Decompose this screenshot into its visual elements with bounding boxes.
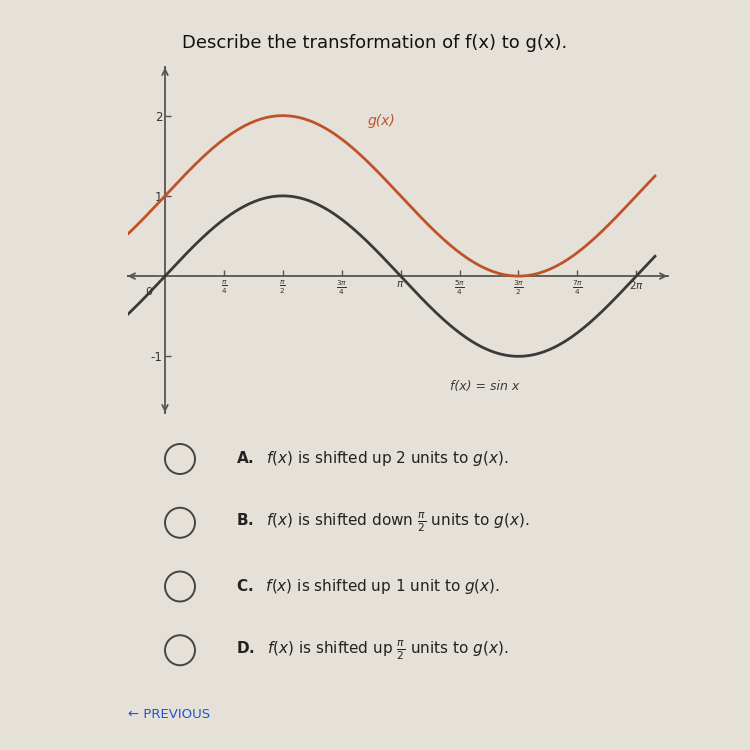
Text: ← PREVIOUS: ← PREVIOUS [128,709,209,722]
Text: f(x) = sin x: f(x) = sin x [450,380,519,393]
Text: $\bf{C.}$  $f(x)$ is shifted up 1 unit to $g(x)$.: $\bf{C.}$ $f(x)$ is shifted up 1 unit to… [236,577,500,596]
Text: $\bf{A.}$  $f(x)$ is shifted up 2 units to $g(x)$.: $\bf{A.}$ $f(x)$ is shifted up 2 units t… [236,449,509,469]
Text: $\bf{B.}$  $f(x)$ is shifted down $\frac{\pi}{2}$ units to $g(x)$.: $\bf{B.}$ $f(x)$ is shifted down $\frac{… [236,511,530,535]
Text: $\bf{D.}$  $f(x)$ is shifted up $\frac{\pi}{2}$ units to $g(x)$.: $\bf{D.}$ $f(x)$ is shifted up $\frac{\p… [236,638,509,662]
Text: Describe the transformation of f(x) to g(x).: Describe the transformation of f(x) to g… [182,34,568,52]
Text: 0: 0 [145,286,152,296]
Text: g(x): g(x) [368,114,395,128]
